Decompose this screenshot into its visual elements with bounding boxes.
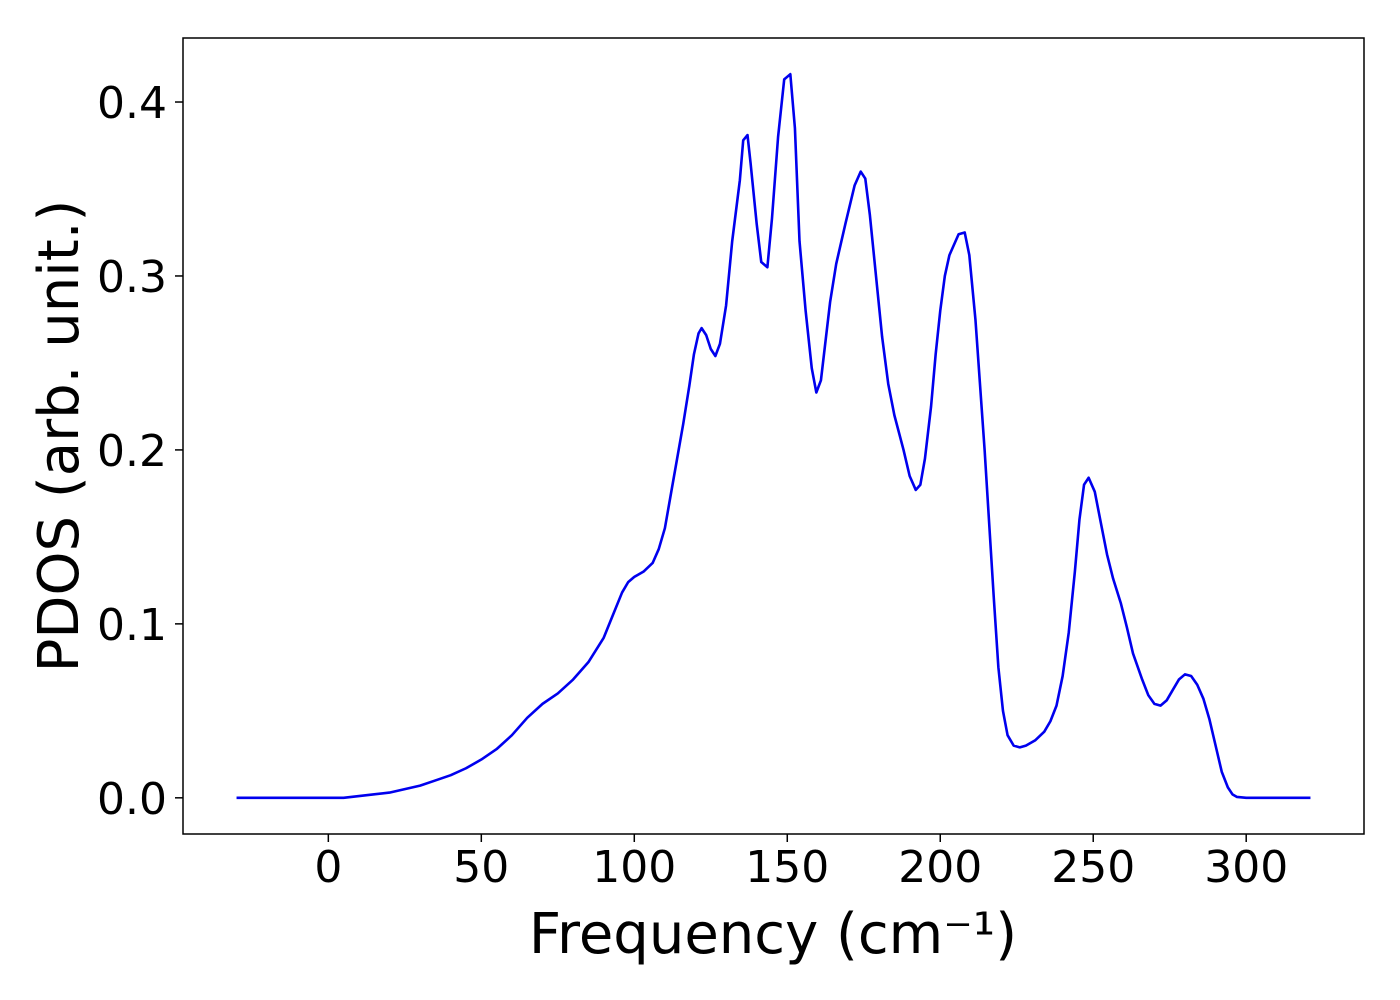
x-tick-label: 250 xyxy=(1051,842,1135,893)
y-axis-label: PDOS (arb. unit.) xyxy=(27,200,92,673)
line xyxy=(236,72,1311,800)
y-tick-label: 0.4 xyxy=(97,78,167,129)
y-tick-label: 0.2 xyxy=(97,426,167,477)
y-tick-label: 0.3 xyxy=(97,252,167,303)
x-tick-label: 0 xyxy=(314,842,342,893)
x-tick-label: 150 xyxy=(745,842,829,893)
x-axis-label: Frequency (cm⁻¹) xyxy=(529,902,1017,967)
x-tick-label: 50 xyxy=(453,842,509,893)
plot-frame xyxy=(182,37,1365,835)
x-tick-label: 100 xyxy=(592,842,676,893)
x-tick-label: 300 xyxy=(1204,842,1288,893)
y-tick-label: 0.0 xyxy=(97,774,167,825)
y-tick-label: 0.1 xyxy=(97,600,167,651)
x-tick-label: 200 xyxy=(898,842,982,893)
